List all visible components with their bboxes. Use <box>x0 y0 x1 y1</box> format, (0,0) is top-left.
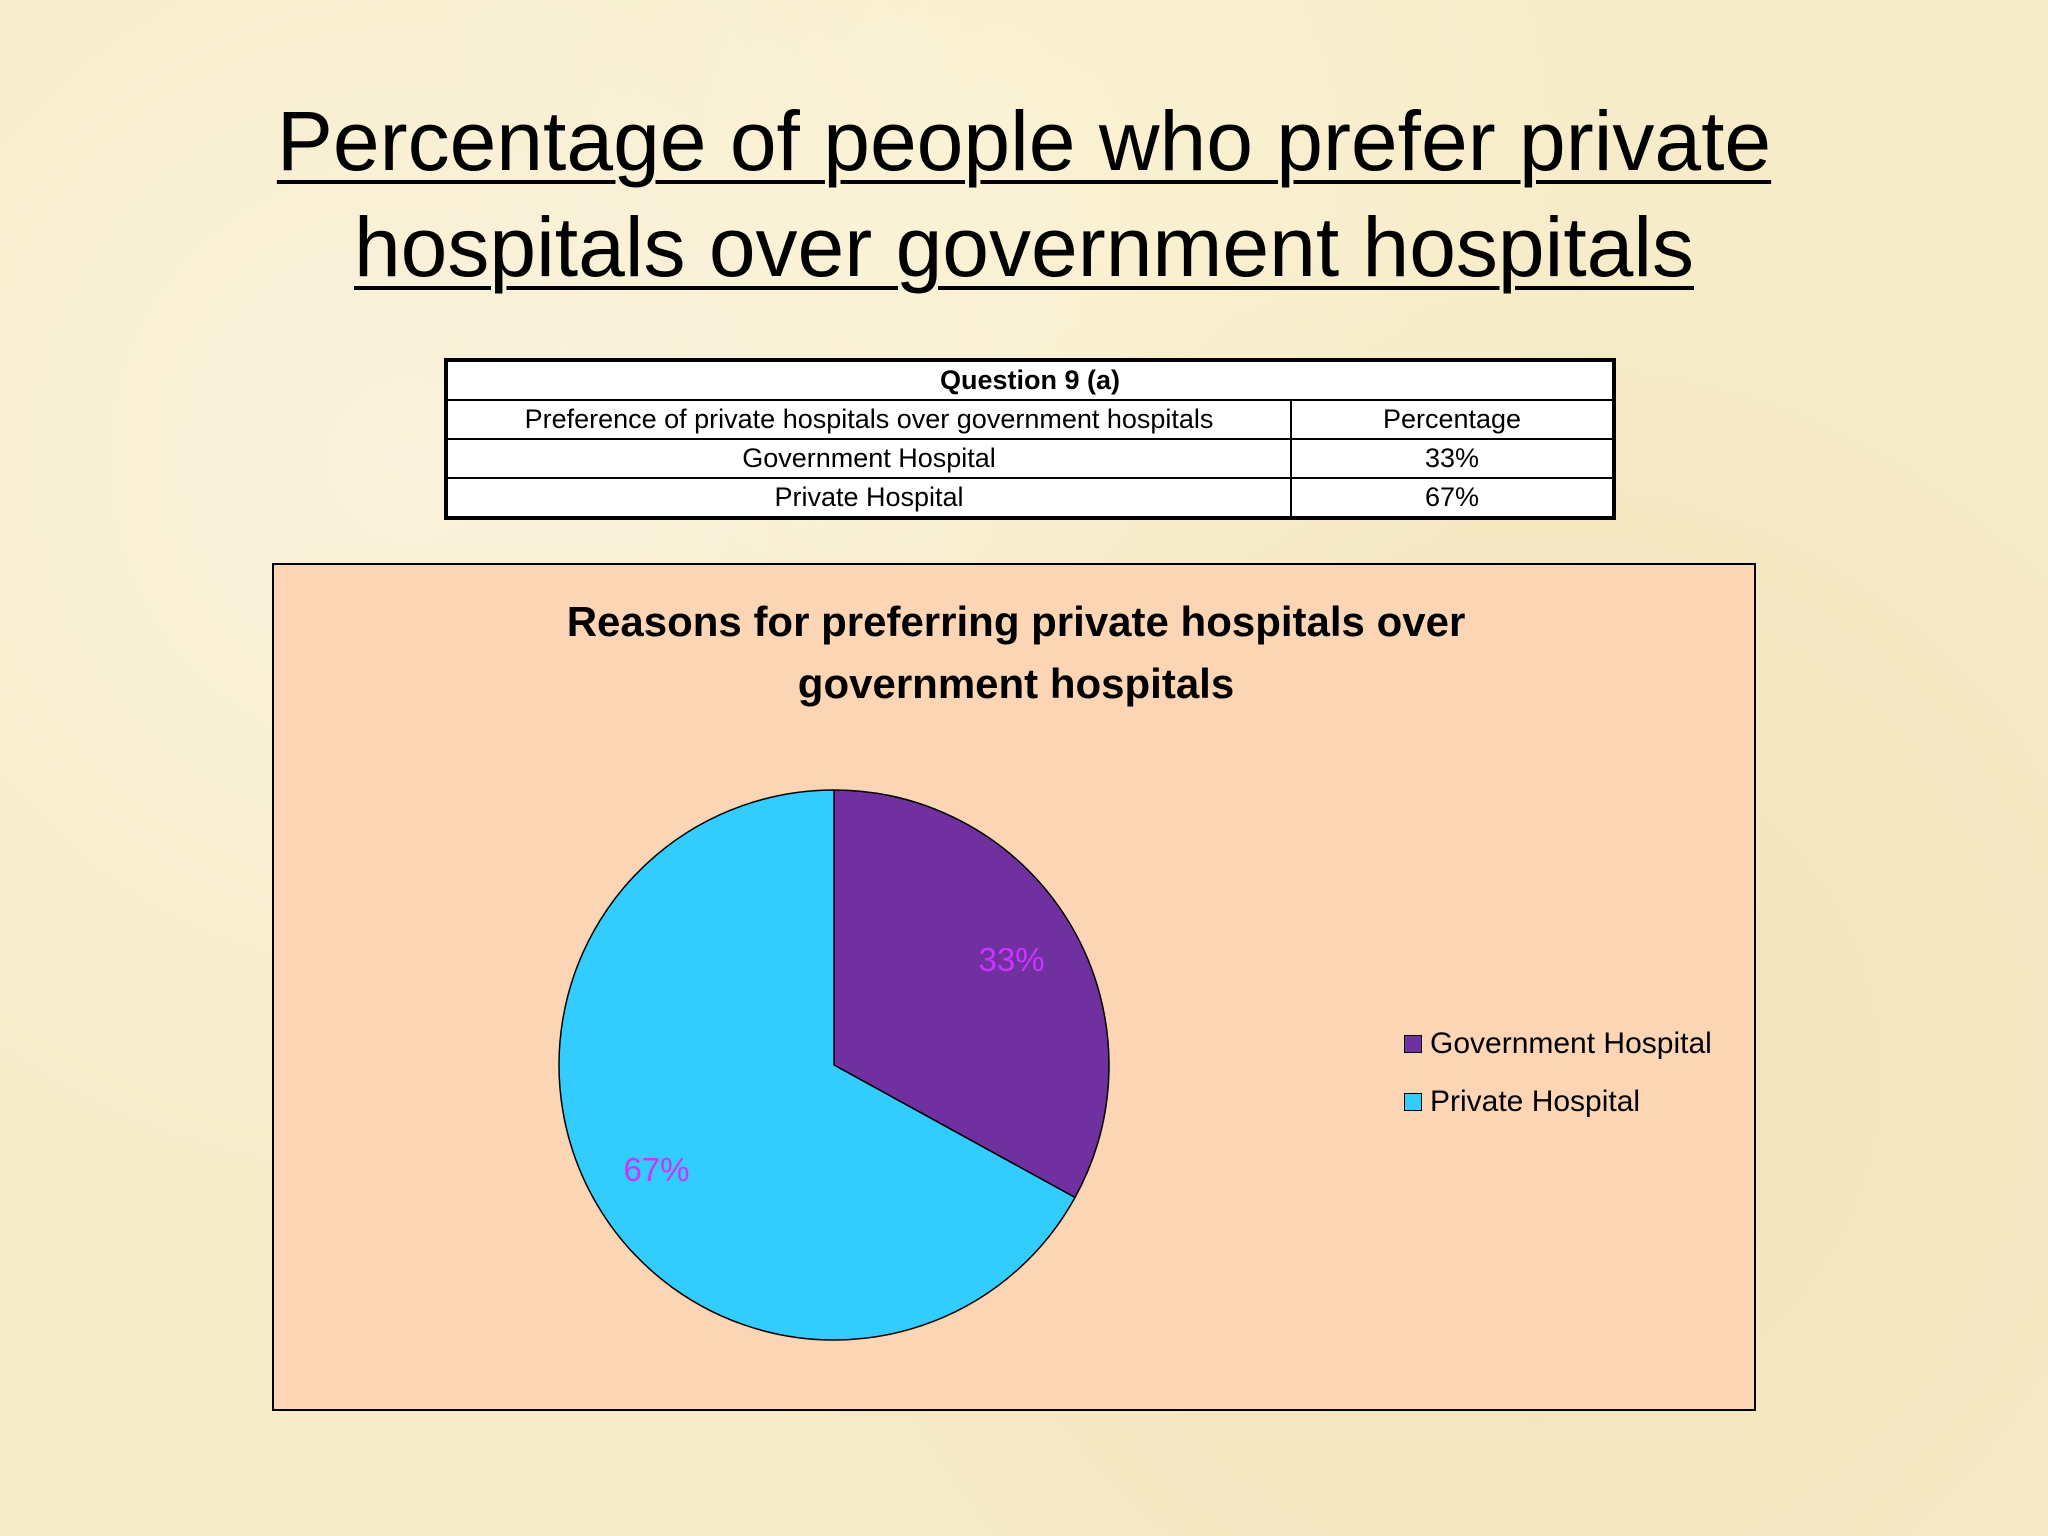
table-cell-category: Private Hospital <box>445 477 1292 519</box>
chart-title-line-1: Reasons for preferring private hospitals… <box>566 598 1466 645</box>
legend-item-private: Private Hospital <box>1404 1073 1712 1131</box>
table-cell-percentage: 33% <box>1290 438 1615 479</box>
table-row: Private Hospital 67% <box>445 477 1615 519</box>
legend-item-government: Government Hospital <box>1404 1015 1712 1073</box>
pie-slice-private-hospital <box>558 789 1077 1341</box>
table-row: Government Hospital 33% <box>445 438 1615 479</box>
table-header-percentage: Percentage <box>1290 399 1615 440</box>
table-header-row: Preference of private hospitals over gov… <box>445 399 1615 440</box>
data-table: Question 9 (a) Preference of private hos… <box>444 358 1616 520</box>
legend-swatch-government <box>1404 1035 1422 1053</box>
data-label-government-hospital: 33% <box>978 941 1044 978</box>
table-caption: Question 9 (a) <box>445 359 1615 401</box>
slide-title-line-1: Percentage of people who prefer private <box>276 94 1772 188</box>
table-caption-row: Question 9 (a) <box>445 359 1615 401</box>
legend-label-private: Private Hospital <box>1430 1085 1641 1118</box>
chart-legend: Government Hospital Private Hospital <box>1404 1015 1712 1131</box>
pie-slice-government-hospital <box>833 789 1110 1199</box>
legend-swatch-private <box>1404 1093 1422 1111</box>
pie-chart: 33% 67% <box>558 789 1110 1341</box>
table-cell-percentage: 67% <box>1290 477 1615 519</box>
table-header-preference: Preference of private hospitals over gov… <box>445 399 1292 440</box>
legend-label-government: Government Hospital <box>1430 1027 1712 1060</box>
chart-panel: Reasons for preferring private hospitals… <box>272 563 1756 1411</box>
chart-title: Reasons for preferring private hospitals… <box>274 591 1758 715</box>
slide-title-line-2: hospitals over government hospitals <box>353 200 1695 294</box>
chart-title-line-2: government hospitals <box>797 660 1235 707</box>
slide-title: Percentage of people who prefer private … <box>0 88 2048 300</box>
data-label-private-hospital: 67% <box>623 1151 689 1188</box>
table-cell-category: Government Hospital <box>445 438 1292 479</box>
